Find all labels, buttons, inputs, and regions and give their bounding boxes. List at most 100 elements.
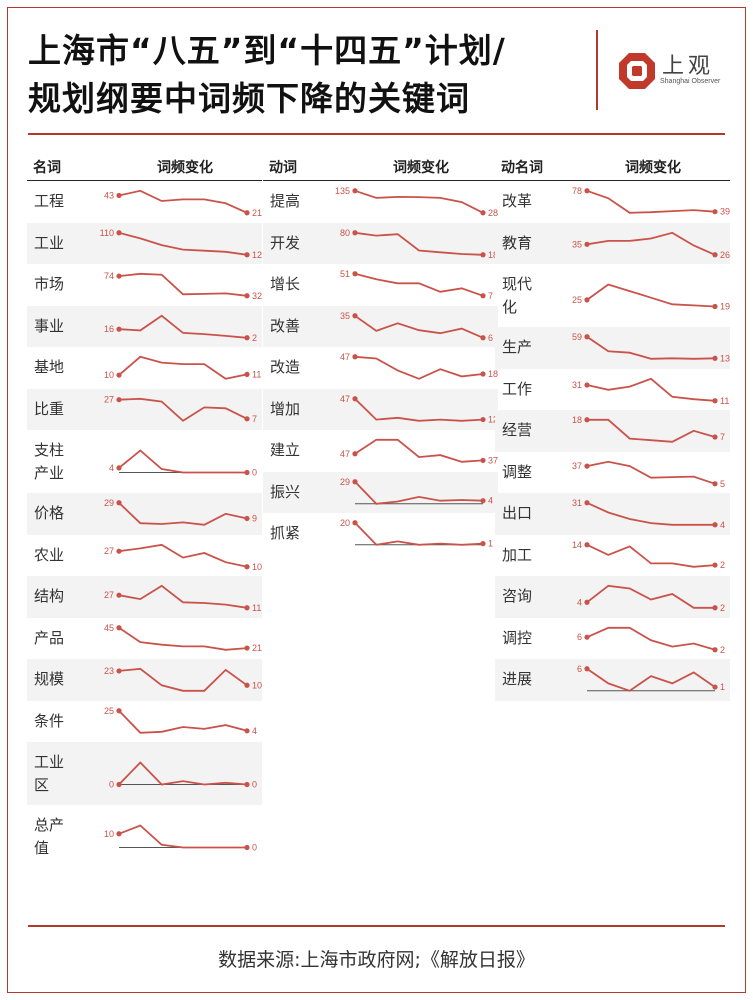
- end-point: [712, 355, 718, 361]
- end-value-label: 21: [252, 208, 262, 218]
- end-value-label: 28: [488, 208, 498, 218]
- end-value-label: 2: [720, 603, 725, 613]
- end-point: [480, 416, 486, 422]
- start-point: [352, 312, 358, 318]
- keyword-label: 改善: [270, 316, 301, 335]
- end-point: [712, 434, 718, 440]
- start-value-label: 29: [340, 476, 350, 486]
- start-value-label: 27: [104, 590, 114, 600]
- keyword-row: 农业 27 10: [27, 535, 262, 577]
- keyword-label: 价格: [34, 504, 65, 523]
- end-value-label: 26: [720, 249, 730, 259]
- series-line: [118, 397, 248, 422]
- end-value-label: 7: [720, 432, 725, 442]
- series-line: [118, 824, 247, 849]
- keyword-sparkline: 31 4: [572, 498, 725, 530]
- end-point: [244, 371, 250, 377]
- keyword-label: 工业区: [34, 752, 65, 794]
- end-value-label: 10: [252, 680, 262, 690]
- keyword-sparkline: 35 6: [340, 310, 493, 342]
- start-value-label: 31: [572, 498, 582, 508]
- keyword-sparkline: 10 11: [104, 355, 261, 380]
- keyword-row: 工业区 0 0: [27, 742, 262, 805]
- keyword-row: 增加 47 12: [263, 388, 498, 430]
- series-line: [586, 231, 716, 256]
- series-line: [586, 501, 715, 526]
- start-value-label: 110: [100, 227, 114, 237]
- end-point: [712, 209, 718, 215]
- series-line: [118, 272, 248, 297]
- start-value-label: 47: [340, 352, 350, 362]
- noun-rows: 工程 43 21 工业 110 12 市场 74 32 事业 16 2 基地 10 11 比重 27 7 支柱 产业 4…: [27, 181, 262, 868]
- keyword-label: 出口: [502, 504, 533, 523]
- start-point: [584, 500, 590, 506]
- end-point: [480, 541, 486, 547]
- keyword-label: 调控: [502, 628, 533, 647]
- end-point: [244, 334, 250, 340]
- keyword-row: 现代化 25 19: [495, 264, 730, 327]
- column-metric-label: 词频变化: [625, 160, 681, 176]
- gerund-rows: 改革 78 39 教育 35 26 现代化 25 19 生产 59 13 工作 31 11 经营 18 7 调整 37…: [495, 181, 730, 701]
- start-point: [584, 634, 590, 640]
- series-line: [586, 283, 716, 308]
- series-line: [118, 502, 248, 526]
- start-point: [352, 451, 358, 457]
- keyword-label: 抓紧: [270, 524, 301, 543]
- keyword-label: 事业: [34, 316, 65, 335]
- series-line: [354, 480, 484, 505]
- keyword-row: 生产 59 13: [495, 327, 730, 369]
- keyword-row: 条件 25 4: [27, 701, 262, 743]
- keyword-row: 事业 16 2: [27, 305, 262, 347]
- keyword-row: 咨询 4 2: [495, 576, 730, 618]
- keyword-row: 调整 37 5: [495, 452, 730, 494]
- series-line: [118, 543, 248, 568]
- keyword-sparkline: 45 21: [104, 622, 262, 652]
- footer-rule: [28, 925, 725, 927]
- start-point: [584, 463, 590, 469]
- series-line: [118, 761, 248, 786]
- keyword-sparkline: 74 32: [104, 271, 262, 301]
- end-point: [712, 561, 718, 568]
- keyword-label: 条件: [34, 711, 65, 730]
- column-header: 动词 词频变化: [263, 150, 498, 181]
- brand-logo-icon: [619, 53, 655, 89]
- series-line: [354, 522, 484, 546]
- keyword-row: 改造 47 18: [263, 347, 498, 389]
- series-line: [354, 189, 484, 214]
- keyword-sparkline: 80 18: [340, 227, 498, 259]
- start-value-label: 29: [104, 498, 114, 508]
- column-category-label: 动名词: [501, 160, 543, 176]
- keyword-label: 工作: [502, 379, 533, 398]
- start-value-label: 18: [572, 415, 582, 425]
- end-point: [244, 844, 250, 851]
- start-value-label: 10: [104, 370, 114, 380]
- end-point: [712, 303, 718, 310]
- series-line: [118, 231, 248, 256]
- gerund-column: 动名词 词频变化 改革 78 39 教育 35 26 现代化 25 19 生产 59 13 工作 31 11…: [495, 150, 730, 701]
- end-value-label: 6: [488, 332, 493, 342]
- noun-column: 名词 词频变化 工程 43 21 工业 110 12 市场 74 32 事业 16 2 基地 10 11 比重…: [27, 150, 262, 868]
- end-point: [712, 522, 718, 528]
- series-line: [118, 449, 247, 474]
- keyword-label: 提高: [270, 192, 301, 211]
- start-value-label: 59: [572, 332, 582, 342]
- verb-column: 动词 词频变化 提高 135 28 开发 80 18 增长 51 7 改善 35 6 改造 47 18 增加 4…: [263, 150, 498, 555]
- end-point: [244, 563, 250, 569]
- start-value-label: 10: [104, 829, 114, 839]
- start-value-label: 35: [340, 310, 350, 320]
- keyword-sparkline: 78 39: [572, 186, 730, 217]
- keyword-label: 总产值: [34, 815, 65, 857]
- start-value-label: 14: [572, 539, 582, 549]
- end-point: [244, 605, 250, 611]
- start-value-label: 16: [104, 324, 114, 334]
- end-point: [712, 251, 718, 257]
- start-value-label: 27: [104, 546, 114, 556]
- keyword-label: 调整: [502, 462, 533, 481]
- end-value-label: 39: [720, 207, 730, 217]
- keyword-row: 教育 35 26: [495, 222, 730, 264]
- keyword-sparkline: 18 7: [572, 415, 725, 443]
- keyword-row: 支柱 产业 4 0: [27, 430, 262, 493]
- keyword-label: 增长: [270, 275, 301, 294]
